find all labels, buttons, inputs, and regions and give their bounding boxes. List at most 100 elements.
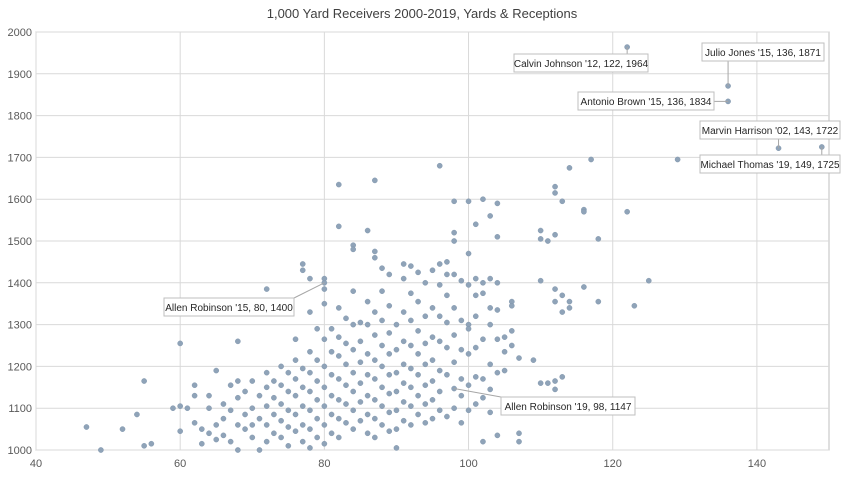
data-point [285,443,292,449]
data-point [487,305,493,311]
data-point [379,384,385,391]
data-point [235,338,241,345]
data-point [415,328,421,334]
data-point [559,309,566,315]
data-point [400,275,407,282]
data-point [451,332,457,338]
data-point [379,403,385,409]
data-point [278,434,284,441]
data-point [588,156,594,163]
data-point [299,422,306,428]
data-point [328,325,335,332]
data-point [472,221,479,228]
data-point [199,440,205,447]
data-point [581,284,587,290]
data-point [379,363,385,370]
annotation-box [699,154,841,174]
data-point [545,238,551,244]
data-point [393,407,400,414]
data-point [537,277,544,284]
data-point [444,413,450,420]
data-point [501,367,508,374]
data-point [263,422,270,428]
data-point [263,369,270,376]
data-point [343,315,349,322]
data-point [364,411,371,418]
data-point [307,426,313,432]
data-point [472,374,479,380]
data-point [206,392,212,399]
data-point [393,388,400,395]
data-point [458,346,465,353]
data-point [343,420,349,426]
data-point [480,196,486,202]
data-point [472,344,479,351]
data-point [429,397,436,403]
data-point [422,401,429,407]
annotation-box [163,297,295,317]
data-point [299,261,306,267]
data-point [480,336,486,343]
data-point [422,382,429,389]
data-point [595,298,602,305]
data-point [472,275,479,282]
data-point [321,336,328,343]
data-point [465,382,472,389]
data-point [458,376,465,382]
data-point [299,267,306,274]
data-point [314,415,320,422]
y-tick-label: 1000 [8,445,32,457]
data-point [271,430,277,437]
y-tick-label: 1600 [8,194,32,206]
y-tick-label: 1100 [8,403,32,415]
data-point [235,394,241,401]
data-point [480,279,486,286]
data-point [444,371,450,378]
annotation-leader [293,282,325,299]
data-point [451,198,457,205]
data-point [559,374,566,380]
data-point [386,351,393,357]
annotation-label: Marvin Harrison '02, 143, 1722 [702,126,839,137]
data-point [494,279,501,286]
data-point [249,434,256,441]
data-point [436,313,443,320]
data-point [559,292,566,299]
data-point [494,369,501,376]
data-point [436,407,443,414]
data-point [465,325,472,332]
data-point [451,305,457,311]
data-point [451,405,457,412]
data-point [271,394,277,401]
annotation-label: Allen Robinson '15, 80, 1400 [165,303,293,314]
x-tick-label: 100 [459,458,477,470]
data-point [335,434,342,441]
data-point [480,394,486,401]
data-point [566,298,573,305]
data-point [372,357,378,363]
data-point [487,361,493,368]
data-point [379,422,385,428]
data-point [350,346,357,353]
data-point [415,392,421,399]
data-point [458,277,465,284]
data-point [191,392,198,399]
data-point [429,378,436,384]
data-point [372,397,378,403]
data-point [335,376,342,382]
data-point [458,420,465,426]
data-point [292,336,299,343]
data-point [372,254,378,261]
data-point [372,415,378,422]
gridlines [35,31,830,451]
annotation-label: Calvin Johnson '12, 122, 1964 [514,59,649,70]
data-point [350,321,357,328]
annotation-box [699,120,841,140]
data-point [350,246,357,253]
data-point [422,313,429,320]
data-point [516,430,522,437]
data-point [480,438,486,445]
data-point [465,250,472,257]
data-point [559,198,566,205]
